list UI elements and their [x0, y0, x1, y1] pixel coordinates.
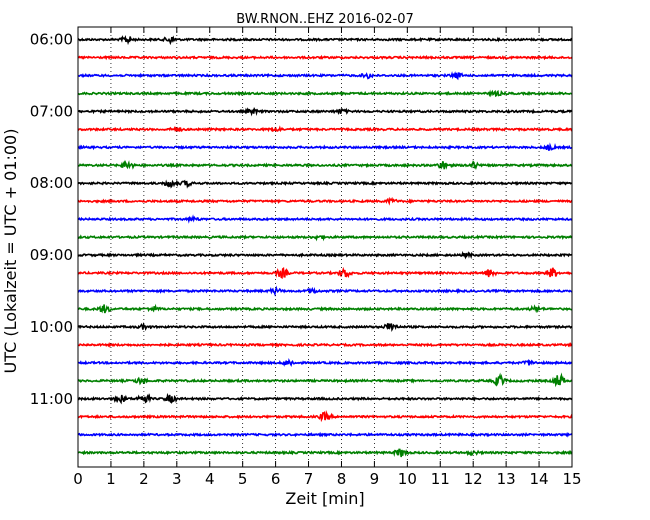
seismic-trace [77, 142, 573, 151]
seismic-trace [77, 89, 573, 98]
seismic-trace [77, 410, 573, 423]
seismic-trace [77, 372, 573, 388]
x-tick-label: 11 [431, 470, 450, 488]
y-tick-label: 06:00 [30, 31, 73, 49]
grid-layer [110, 27, 540, 467]
seismic-trace [77, 71, 573, 81]
x-tick-label: 13 [497, 470, 516, 488]
y-tick-label: 08:00 [30, 174, 73, 192]
y-tick-label: 07:00 [30, 102, 73, 120]
x-tick-label: 7 [304, 470, 314, 488]
seismic-trace [77, 35, 573, 46]
seismic-trace [77, 392, 573, 405]
x-tick-label: 1 [106, 470, 116, 488]
tick-layer: 0 1 2 3 4 5 6 7 8 9 10 11 12 13 14 1506:0007:0008:0009:… [30, 27, 582, 488]
seismic-trace [77, 159, 573, 171]
x-tick-label: 4 [205, 470, 215, 488]
y-tick-label: 11:00 [30, 390, 73, 408]
y-tick-label: 10:00 [30, 318, 73, 336]
y-axis-label: UTC (Lokalzeit = UTC + 01:00) [1, 129, 20, 374]
seismic-trace [77, 322, 573, 332]
seismic-trace [77, 266, 573, 279]
x-tick-label: 2 [139, 470, 149, 488]
seismic-trace [77, 125, 573, 133]
x-axis-label: Zeit [min] [285, 489, 364, 508]
x-tick-label: 9 [370, 470, 380, 488]
seismic-trace [77, 431, 573, 438]
x-tick-label: 3 [172, 470, 182, 488]
seismic-trace [77, 179, 573, 189]
x-tick-label: 14 [530, 470, 549, 488]
seismic-trace [77, 106, 573, 117]
plot-frame [77, 26, 573, 468]
x-tick-label: 12 [464, 470, 483, 488]
seismic-trace [77, 214, 573, 224]
x-tick-label: 8 [337, 470, 347, 488]
x-tick-label: 6 [271, 470, 281, 488]
seismic-trace [78, 54, 573, 61]
x-tick-label: 15 [562, 470, 581, 488]
seismic-trace [77, 234, 573, 242]
trace-layer [77, 35, 573, 458]
seismic-trace [77, 285, 573, 297]
chart-title: BW.RNON..EHZ 2016-02-07 [236, 12, 414, 27]
seismic-trace [77, 250, 573, 260]
x-tick-label: 5 [238, 470, 248, 488]
seismic-trace [77, 341, 573, 348]
seismic-trace [77, 448, 573, 458]
seismic-trace [78, 303, 572, 314]
x-tick-label: 10 [398, 470, 417, 488]
y-tick-label: 09:00 [30, 246, 73, 264]
seismic-trace [77, 196, 573, 206]
x-tick-label: 0 [73, 470, 83, 488]
seismic-trace [77, 358, 573, 368]
